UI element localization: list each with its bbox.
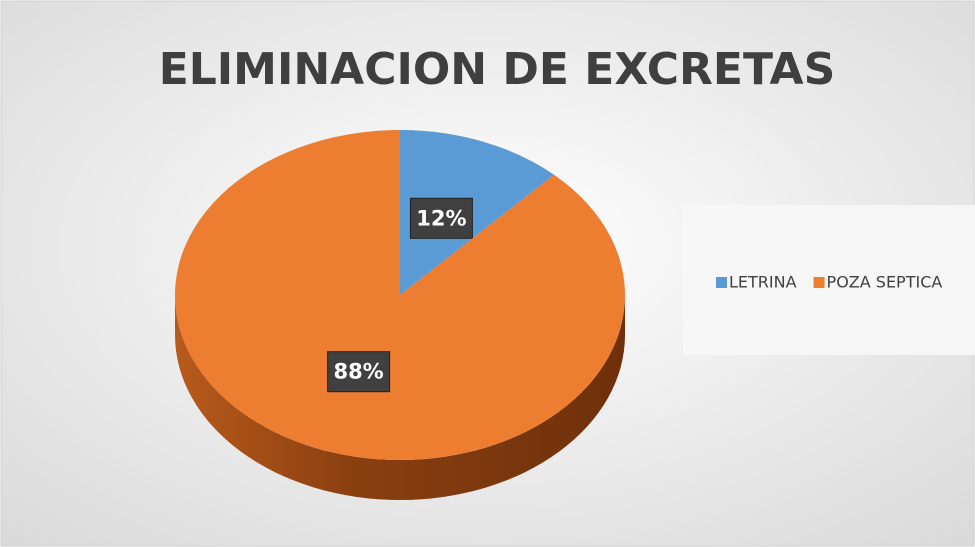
data-label-box [409, 197, 473, 239]
pie: 12% 88% [175, 130, 626, 500]
data-label-box [327, 351, 391, 393]
data-label: 12% [416, 206, 466, 230]
legend-swatch [716, 277, 727, 288]
pie-side [175, 295, 625, 500]
legend-label: LETRINA [729, 273, 797, 292]
legend-label: POZA SEPTICA [827, 273, 943, 292]
legend: LETRINA POZA SEPTICA [716, 273, 942, 292]
pie-slice [400, 130, 555, 295]
legend-swatch [813, 277, 825, 288]
data-label: 88% [333, 360, 383, 384]
pie-slice [175, 130, 626, 460]
legend-box [683, 205, 975, 355]
chart-title: ELIMINACION DE EXCRETAS [159, 44, 836, 95]
